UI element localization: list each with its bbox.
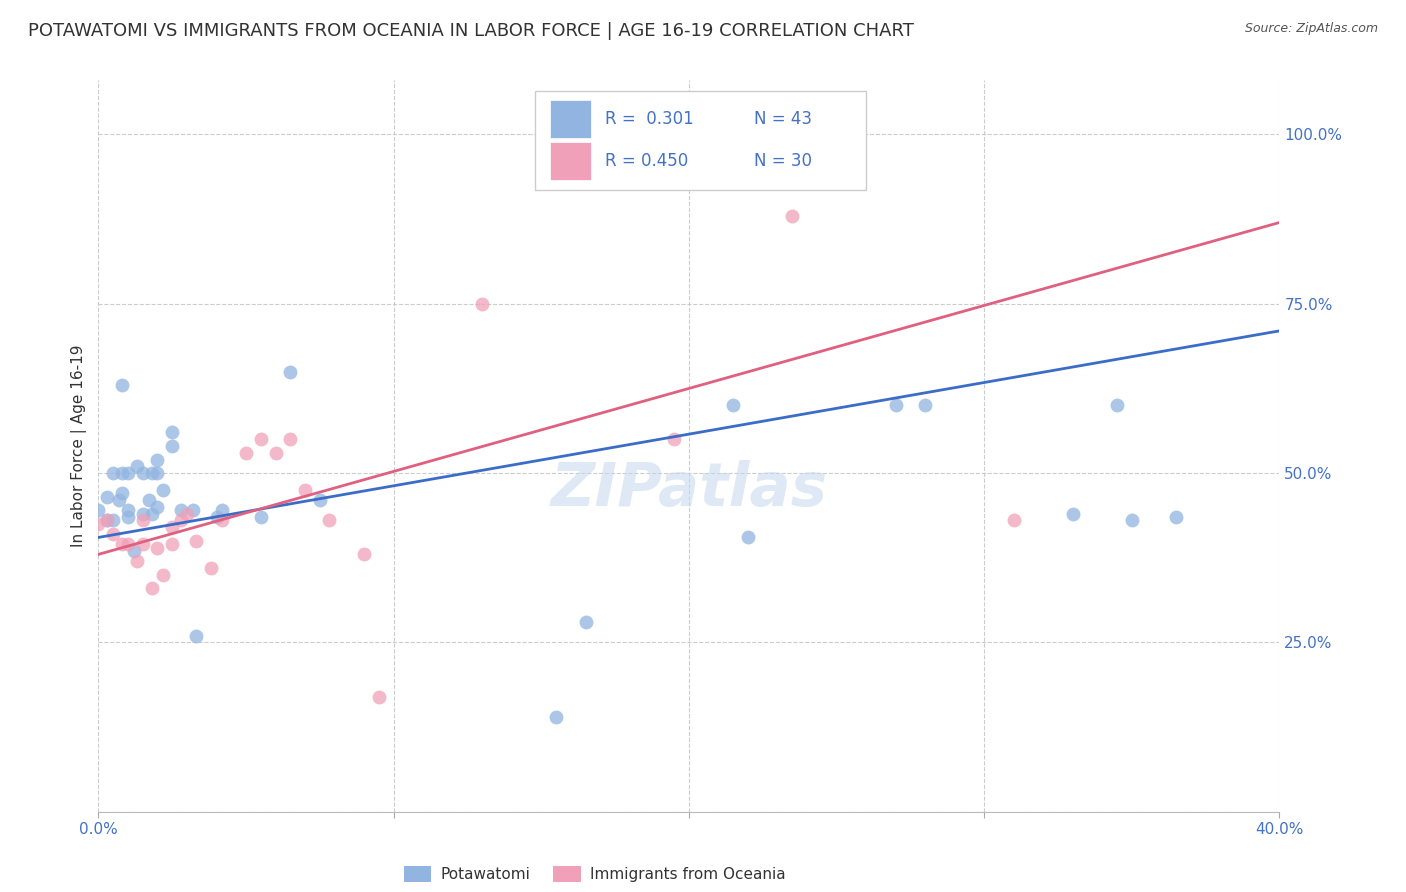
Point <box>141 581 163 595</box>
Point <box>914 398 936 412</box>
Point <box>353 547 375 561</box>
Point <box>205 510 228 524</box>
Point <box>122 544 145 558</box>
Text: POTAWATOMI VS IMMIGRANTS FROM OCEANIA IN LABOR FORCE | AGE 16-19 CORRELATION CHA: POTAWATOMI VS IMMIGRANTS FROM OCEANIA IN… <box>28 22 914 40</box>
Point <box>132 514 155 528</box>
Point <box>574 615 596 629</box>
Point <box>146 466 169 480</box>
Point <box>184 629 207 643</box>
Point <box>146 452 169 467</box>
Point <box>103 466 125 480</box>
Point <box>96 490 118 504</box>
Point <box>278 364 302 378</box>
Point <box>117 537 139 551</box>
Point <box>96 514 118 528</box>
Point <box>181 503 204 517</box>
Point <box>1121 514 1143 528</box>
Point <box>211 514 233 528</box>
Point <box>176 507 198 521</box>
Point <box>117 510 139 524</box>
Point <box>152 567 174 582</box>
Point <box>117 466 139 480</box>
Point <box>309 493 332 508</box>
Point <box>108 493 131 508</box>
Point <box>132 466 155 480</box>
Point <box>103 527 125 541</box>
Point <box>87 503 110 517</box>
Point <box>1164 510 1187 524</box>
Text: R = 0.450: R = 0.450 <box>605 152 689 169</box>
Point <box>1002 514 1025 528</box>
Point <box>103 514 125 528</box>
Point <box>250 432 273 446</box>
Point <box>132 537 155 551</box>
Point <box>544 710 567 724</box>
Point <box>125 554 148 568</box>
Point <box>111 486 134 500</box>
Point <box>125 459 148 474</box>
Text: ZIPatlas: ZIPatlas <box>550 460 828 519</box>
Point <box>264 446 287 460</box>
Point <box>170 503 193 517</box>
Point <box>278 432 302 446</box>
Point <box>721 398 744 412</box>
Point <box>235 446 257 460</box>
Text: R =  0.301: R = 0.301 <box>605 110 693 128</box>
Point <box>184 533 207 548</box>
Point <box>146 500 169 514</box>
Point <box>138 493 160 508</box>
Point <box>87 516 110 531</box>
Point <box>152 483 174 497</box>
Y-axis label: In Labor Force | Age 16-19: In Labor Force | Age 16-19 <box>72 344 87 548</box>
Point <box>162 425 183 440</box>
Point <box>146 541 169 555</box>
Point <box>162 520 183 534</box>
Point <box>162 439 183 453</box>
Point <box>111 466 134 480</box>
Point <box>664 432 686 446</box>
Point <box>132 507 155 521</box>
Point <box>111 378 134 392</box>
Point <box>1062 507 1084 521</box>
Point <box>368 690 391 704</box>
Legend: Potawatomi, Immigrants from Oceania: Potawatomi, Immigrants from Oceania <box>398 860 792 888</box>
Point <box>141 507 163 521</box>
Point <box>884 398 907 412</box>
Text: Source: ZipAtlas.com: Source: ZipAtlas.com <box>1244 22 1378 36</box>
Point <box>141 466 163 480</box>
FancyBboxPatch shape <box>550 142 591 180</box>
Point <box>211 503 233 517</box>
Point <box>737 530 759 544</box>
Point <box>294 483 316 497</box>
Point <box>471 297 494 311</box>
Point <box>96 514 118 528</box>
Point <box>162 537 183 551</box>
Point <box>250 510 273 524</box>
Point <box>200 561 222 575</box>
Point <box>318 514 340 528</box>
FancyBboxPatch shape <box>550 100 591 138</box>
Point <box>111 537 134 551</box>
Text: N = 43: N = 43 <box>754 110 811 128</box>
Point <box>170 514 193 528</box>
Text: N = 30: N = 30 <box>754 152 811 169</box>
Point <box>1105 398 1128 412</box>
Point <box>117 503 139 517</box>
FancyBboxPatch shape <box>536 91 866 190</box>
Point <box>782 209 804 223</box>
